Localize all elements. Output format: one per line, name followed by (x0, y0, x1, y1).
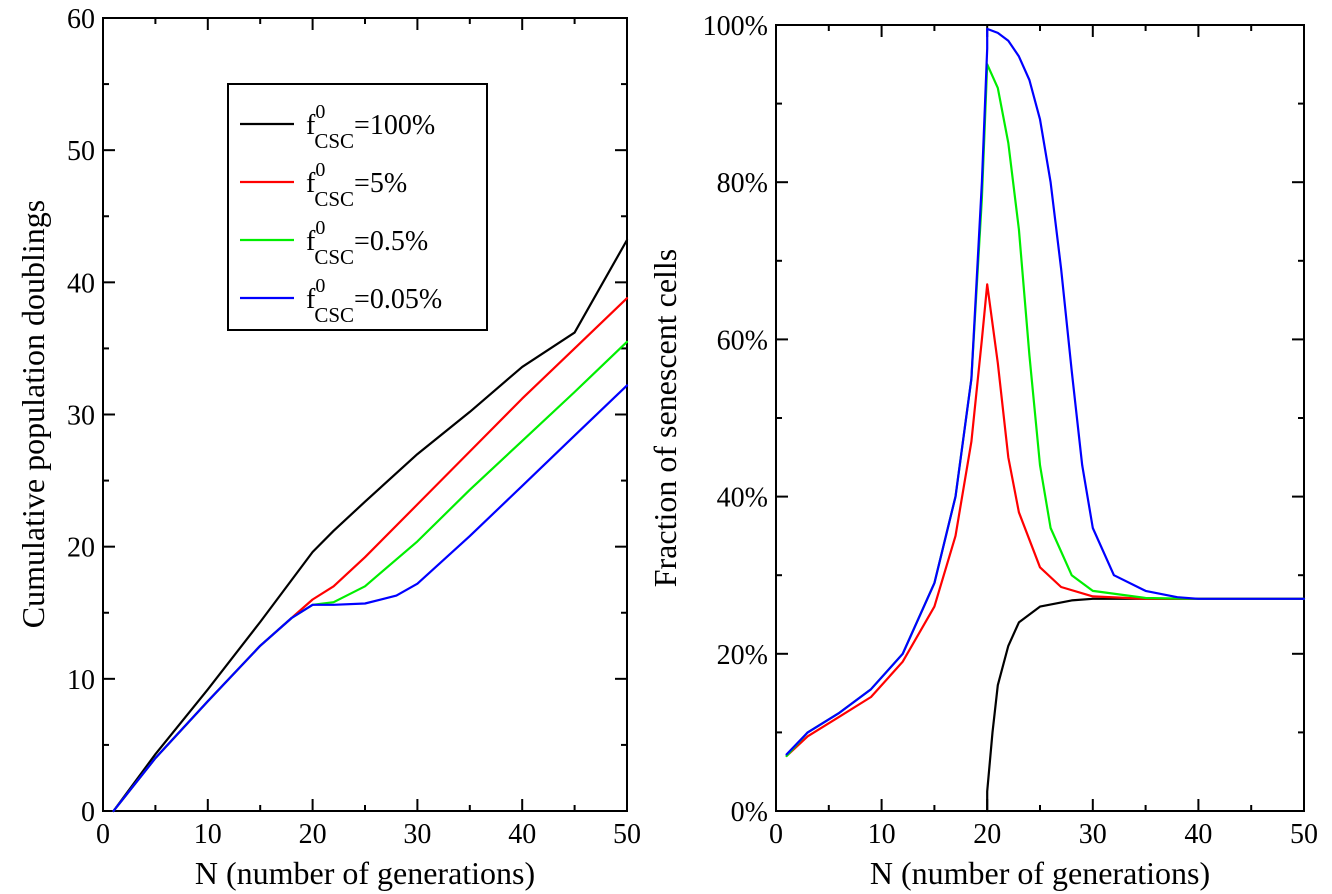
right-x-tick-label: 0 (769, 819, 783, 850)
right-y-axis-label: Fraction of senescent cells (647, 249, 683, 588)
left-series-line-1 (112, 297, 629, 813)
left-x-tick-label: 50 (613, 819, 641, 850)
left-series-line-3 (112, 384, 629, 813)
right-y-tick-label: 0% (731, 797, 768, 828)
legend-label-base: f (306, 110, 316, 141)
legend-label-sub: CSC (314, 303, 354, 327)
left-x-axis-label: N (number of generations) (195, 855, 535, 891)
right-y-tick-label: 60% (717, 325, 768, 356)
left-y-tick-label: 40 (67, 268, 95, 299)
legend-label-sup: 0 (315, 101, 325, 123)
right-series-line-1 (785, 283, 1306, 758)
legend-label-base: f (306, 168, 316, 199)
left-y-axis-label: Cumulative population doublings (15, 200, 51, 628)
legend-label-0: f0 CSC=100% (306, 101, 435, 153)
legend-label-value: =0.5% (354, 226, 428, 257)
left-series (112, 238, 629, 813)
left-y-tick-label: 10 (67, 665, 95, 696)
legend-label-value: =0.05% (354, 284, 442, 315)
plot-frame-right (775, 24, 1305, 812)
right-x-tick-label: 50 (1290, 819, 1318, 850)
legend-entries: f0 CSC=100%f0 CSC=5%f0 CSC=0.5%f0 CSC=0.05% (240, 101, 442, 327)
legend-label-base: f (306, 226, 316, 257)
right-y-tick-label: 100% (703, 11, 768, 42)
left-x-tick-label: 10 (194, 819, 222, 850)
legend-label-sub: CSC (314, 129, 354, 153)
left-y-tick-label: 0 (81, 797, 95, 828)
left-y-tick-label: 50 (67, 136, 95, 167)
legend-label-sup: 0 (315, 217, 325, 239)
legend-label-1: f0 CSC=5% (306, 159, 407, 211)
legend-label-value: =100% (354, 110, 435, 141)
right-x-axis-label: N (number of generations) (870, 855, 1210, 891)
legend-label-sup: 0 (315, 275, 325, 297)
left-x-tick-label: 40 (508, 819, 536, 850)
left-y-tick-label: 30 (67, 401, 95, 432)
left-y-tick-label: 60 (67, 4, 95, 35)
right-series-line-0 (986, 597, 1306, 813)
legend-label-sub: CSC (314, 187, 354, 211)
chart-cumulative-doublings: 0 10 20 30 40 50 0 10 20 30 40 50 60 N (number of ge… (15, 4, 641, 891)
right-y-tick-label: 40% (717, 483, 768, 514)
right-series-line-3 (785, 27, 1306, 756)
right-x-tick-label: 40 (1184, 819, 1212, 850)
right-series-line-2 (785, 63, 1306, 758)
right-x-tick-label: 20 (973, 819, 1001, 850)
legend: f0 CSC=100%f0 CSC=5%f0 CSC=0.5%f0 CSC=0.05% (227, 83, 488, 331)
left-y-tick-label: 20 (67, 533, 95, 564)
right-x-tick-label: 30 (1079, 819, 1107, 850)
left-series-line-0 (112, 238, 629, 813)
left-x-tick-label: 0 (96, 819, 110, 850)
left-series-line-2 (112, 340, 629, 813)
legend-label-base: f (306, 284, 316, 315)
left-x-tick-label: 30 (403, 819, 431, 850)
left-ticks: 0 10 20 30 40 50 0 10 20 30 40 50 60 (67, 4, 641, 850)
legend-label-2: f0 CSC=0.5% (306, 217, 428, 269)
right-y-tick-label: 80% (717, 168, 768, 199)
right-series (785, 27, 1306, 813)
left-x-tick-label: 20 (299, 819, 327, 850)
chart-senescent-fraction: 0 10 20 30 40 50 0% 20% 40% 60% 80% 100% N (number … (647, 11, 1318, 891)
right-ticks: 0 10 20 30 40 50 0% 20% 40% 60% 80% 100% (703, 11, 1318, 850)
legend-label-sub: CSC (314, 245, 354, 269)
legend-label-value: =5% (354, 168, 407, 199)
legend-label-sup: 0 (315, 159, 325, 181)
right-y-tick-label: 20% (717, 640, 768, 671)
legend-label-3: f0 CSC=0.05% (306, 275, 442, 327)
right-x-tick-label: 10 (868, 819, 896, 850)
